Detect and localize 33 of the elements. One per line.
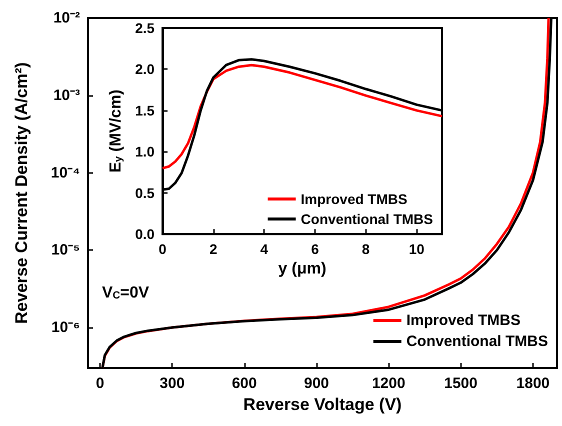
x-tick-label: 10 bbox=[408, 241, 425, 258]
x-tick-label: 4 bbox=[260, 241, 268, 258]
x-tick-label: 2 bbox=[209, 241, 218, 258]
y-tick-label: 0.5 bbox=[135, 184, 155, 201]
y-tick-label: 10⁻³ bbox=[53, 86, 80, 104]
x-tick-label: 0 bbox=[96, 375, 104, 392]
y-tick-label: 10⁻² bbox=[53, 10, 80, 26]
x-tick-label: 0 bbox=[158, 241, 167, 258]
y-tick-label: 1.5 bbox=[135, 102, 155, 118]
y-tick-label: 1.0 bbox=[135, 144, 155, 160]
legend-label: Improved TMBS bbox=[300, 191, 408, 207]
y-axis-title: Reverse Current Density (A/cm²) bbox=[12, 62, 31, 324]
x-tick-label: 8 bbox=[362, 241, 370, 258]
x-tick-label: 1800 bbox=[516, 375, 550, 392]
y-tick-label: 10⁻⁴ bbox=[50, 164, 80, 182]
x-tick-label: 600 bbox=[232, 375, 257, 392]
legend-label: Improved TMBS bbox=[406, 312, 521, 329]
y-tick-label: 2.5 bbox=[135, 20, 155, 36]
y-tick-label: 10⁻⁶ bbox=[51, 319, 80, 336]
annotation: VC=0V bbox=[102, 284, 150, 302]
x-tick-label: 6 bbox=[311, 241, 320, 258]
legend-label: Conventional TMBS bbox=[300, 211, 434, 227]
x-tick-label: 300 bbox=[160, 375, 185, 392]
x-tick-label: 1200 bbox=[372, 375, 406, 392]
x-axis-title: y (μm) bbox=[278, 260, 326, 278]
y-axis-title: Ey (MV/cm) bbox=[108, 89, 125, 173]
y-tick-label: 10⁻⁵ bbox=[51, 242, 80, 259]
x-tick-label: 1500 bbox=[444, 375, 478, 392]
legend-label: Conventional TMBS bbox=[406, 333, 548, 350]
y-tick-label: 0.0 bbox=[135, 226, 155, 242]
x-axis-title: Reverse Voltage (V) bbox=[243, 395, 402, 414]
x-tick-label: 900 bbox=[304, 375, 330, 392]
y-tick-label: 2.0 bbox=[135, 61, 155, 78]
